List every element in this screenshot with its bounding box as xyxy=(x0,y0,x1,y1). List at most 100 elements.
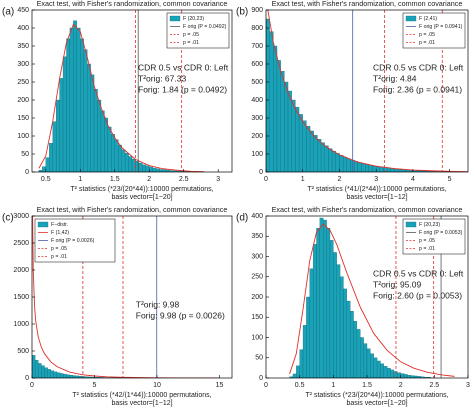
legend-label: p = .05 xyxy=(183,32,199,38)
bar xyxy=(34,360,39,378)
y-tick-label: 150 xyxy=(251,314,263,321)
y-tick-label: 300 xyxy=(251,115,263,122)
bar xyxy=(331,150,336,172)
bar xyxy=(326,227,331,378)
bar xyxy=(360,337,364,378)
x-tick-label: 0.5 xyxy=(41,176,51,183)
bar xyxy=(353,161,358,172)
bar xyxy=(50,370,55,378)
bar xyxy=(32,355,36,378)
y-tick-label: 100 xyxy=(17,133,29,140)
chart-title: Exact test, with Fisher's randomization,… xyxy=(272,205,463,214)
x-axis-label: basis vector=[1−20] xyxy=(111,194,172,201)
bar xyxy=(145,165,150,172)
x-tick-label: 0 xyxy=(264,382,268,389)
legend-label: F (20,23) xyxy=(183,16,204,22)
x-tick-label: 3 xyxy=(466,382,470,389)
bar xyxy=(400,373,405,378)
bar xyxy=(407,375,411,378)
legend: F−distr. F (1,42) F orig (P = 0.0026) p = .… xyxy=(34,218,116,263)
bar xyxy=(124,153,129,172)
x-tick-label: 4 xyxy=(411,176,415,183)
bar xyxy=(292,373,297,378)
panel: Exact test, with Fisher's randomization,… xyxy=(2,0,233,201)
bar xyxy=(366,348,371,378)
x-tick-label: 15 xyxy=(216,382,224,389)
x-axis-label: basis vector=[1−12] xyxy=(111,400,172,407)
annotation: Forig: 2.60 (p = 0.0053) xyxy=(373,291,462,301)
density-curve xyxy=(267,10,468,172)
x-tick-label: 3 xyxy=(216,176,220,183)
bar xyxy=(387,168,392,172)
bar xyxy=(284,81,289,172)
bar xyxy=(52,121,57,172)
bar xyxy=(269,31,274,172)
bar xyxy=(152,167,157,172)
legend-label: F orig (P = 0.0492) xyxy=(183,24,227,30)
bar xyxy=(383,167,388,172)
legend-label: F orig (P = 0.0053) xyxy=(419,230,463,236)
bar xyxy=(361,163,366,172)
bar xyxy=(387,368,391,378)
bar xyxy=(42,166,46,172)
bar xyxy=(138,162,143,172)
x-tick-label: 2.5 xyxy=(429,382,439,389)
y-tick-label: 0 xyxy=(25,375,29,382)
bar xyxy=(335,153,340,172)
bar xyxy=(76,27,81,172)
bar xyxy=(333,252,337,378)
bar xyxy=(63,373,67,378)
bar xyxy=(45,157,50,172)
bar xyxy=(390,168,395,172)
legend-label: F (1,42) xyxy=(51,230,69,236)
bar xyxy=(353,321,358,378)
y-tick-label: 50 xyxy=(21,151,29,158)
y-tick-label: 250 xyxy=(251,274,263,281)
panel: Exact test, with Fisher's randomization,… xyxy=(2,205,233,407)
density-curve xyxy=(38,23,205,172)
bar xyxy=(97,99,102,172)
y-tick-label: 500 xyxy=(251,79,263,86)
legend-label: p = .01 xyxy=(51,254,67,260)
bar xyxy=(306,125,311,172)
legend-label: p = .01 xyxy=(419,246,435,252)
y-tick-label: 400 xyxy=(251,213,263,220)
y-tick-label: 450 xyxy=(17,7,29,14)
density-curve xyxy=(289,223,455,377)
chart-title: Exact test, with Fisher's randomization,… xyxy=(37,205,228,214)
bar xyxy=(59,373,64,378)
y-tick-label: 400 xyxy=(17,25,29,32)
legend-swatch xyxy=(169,15,181,22)
bar xyxy=(66,374,70,378)
x-tick-label: 3 xyxy=(374,176,378,183)
annotation: Forig: 2.36 (p = 0.0941) xyxy=(373,85,462,95)
x-tick-label: 0 xyxy=(264,176,268,183)
y-tick-label: 2000 xyxy=(13,267,29,274)
bar xyxy=(59,78,64,172)
bar xyxy=(83,49,88,172)
x-tick-label: 10 xyxy=(153,382,161,389)
bar xyxy=(80,38,84,172)
x-tick-label: 2 xyxy=(147,176,151,183)
bar xyxy=(372,165,377,172)
bar xyxy=(328,148,333,172)
bar xyxy=(390,369,395,378)
bar xyxy=(309,130,314,172)
bar xyxy=(410,375,415,378)
x-tick-label: 0.5 xyxy=(295,382,305,389)
bar xyxy=(365,164,369,172)
y-tick-label: 900 xyxy=(251,7,263,14)
bar xyxy=(107,126,112,172)
bar xyxy=(100,110,105,172)
x-tick-label: 1.5 xyxy=(362,382,372,389)
bar xyxy=(397,372,401,378)
legend: F (20,23) F orig (P = 0.0492) p = .05 p = .… xyxy=(166,12,230,49)
y-tick-label: 1500 xyxy=(13,294,29,301)
bar xyxy=(379,167,384,172)
x-tick-label: 1 xyxy=(331,382,335,389)
legend-box xyxy=(34,218,116,263)
bar xyxy=(339,276,344,378)
bar xyxy=(276,60,281,172)
y-tick-label: 0 xyxy=(259,375,263,382)
